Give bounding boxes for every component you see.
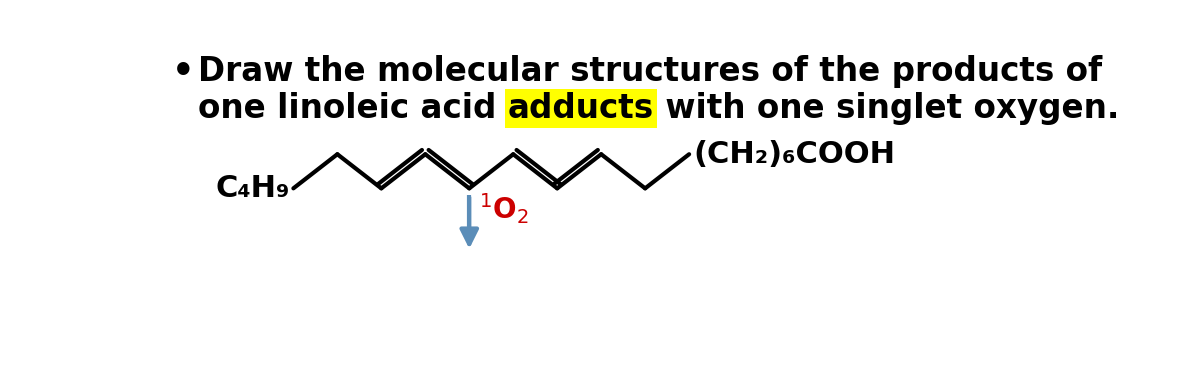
Text: C₄H₉: C₄H₉ [215, 174, 289, 203]
Text: (CH₂)₆COOH: (CH₂)₆COOH [692, 140, 895, 169]
Text: $^{1}$O$_{2}$: $^{1}$O$_{2}$ [479, 191, 528, 226]
Text: with one singlet oxygen.: with one singlet oxygen. [654, 92, 1120, 125]
Text: •: • [172, 55, 194, 89]
Text: adducts: adducts [508, 92, 654, 125]
Text: one linoleic acid: one linoleic acid [198, 92, 508, 125]
Text: Draw the molecular structures of the products of: Draw the molecular structures of the pro… [198, 55, 1103, 88]
